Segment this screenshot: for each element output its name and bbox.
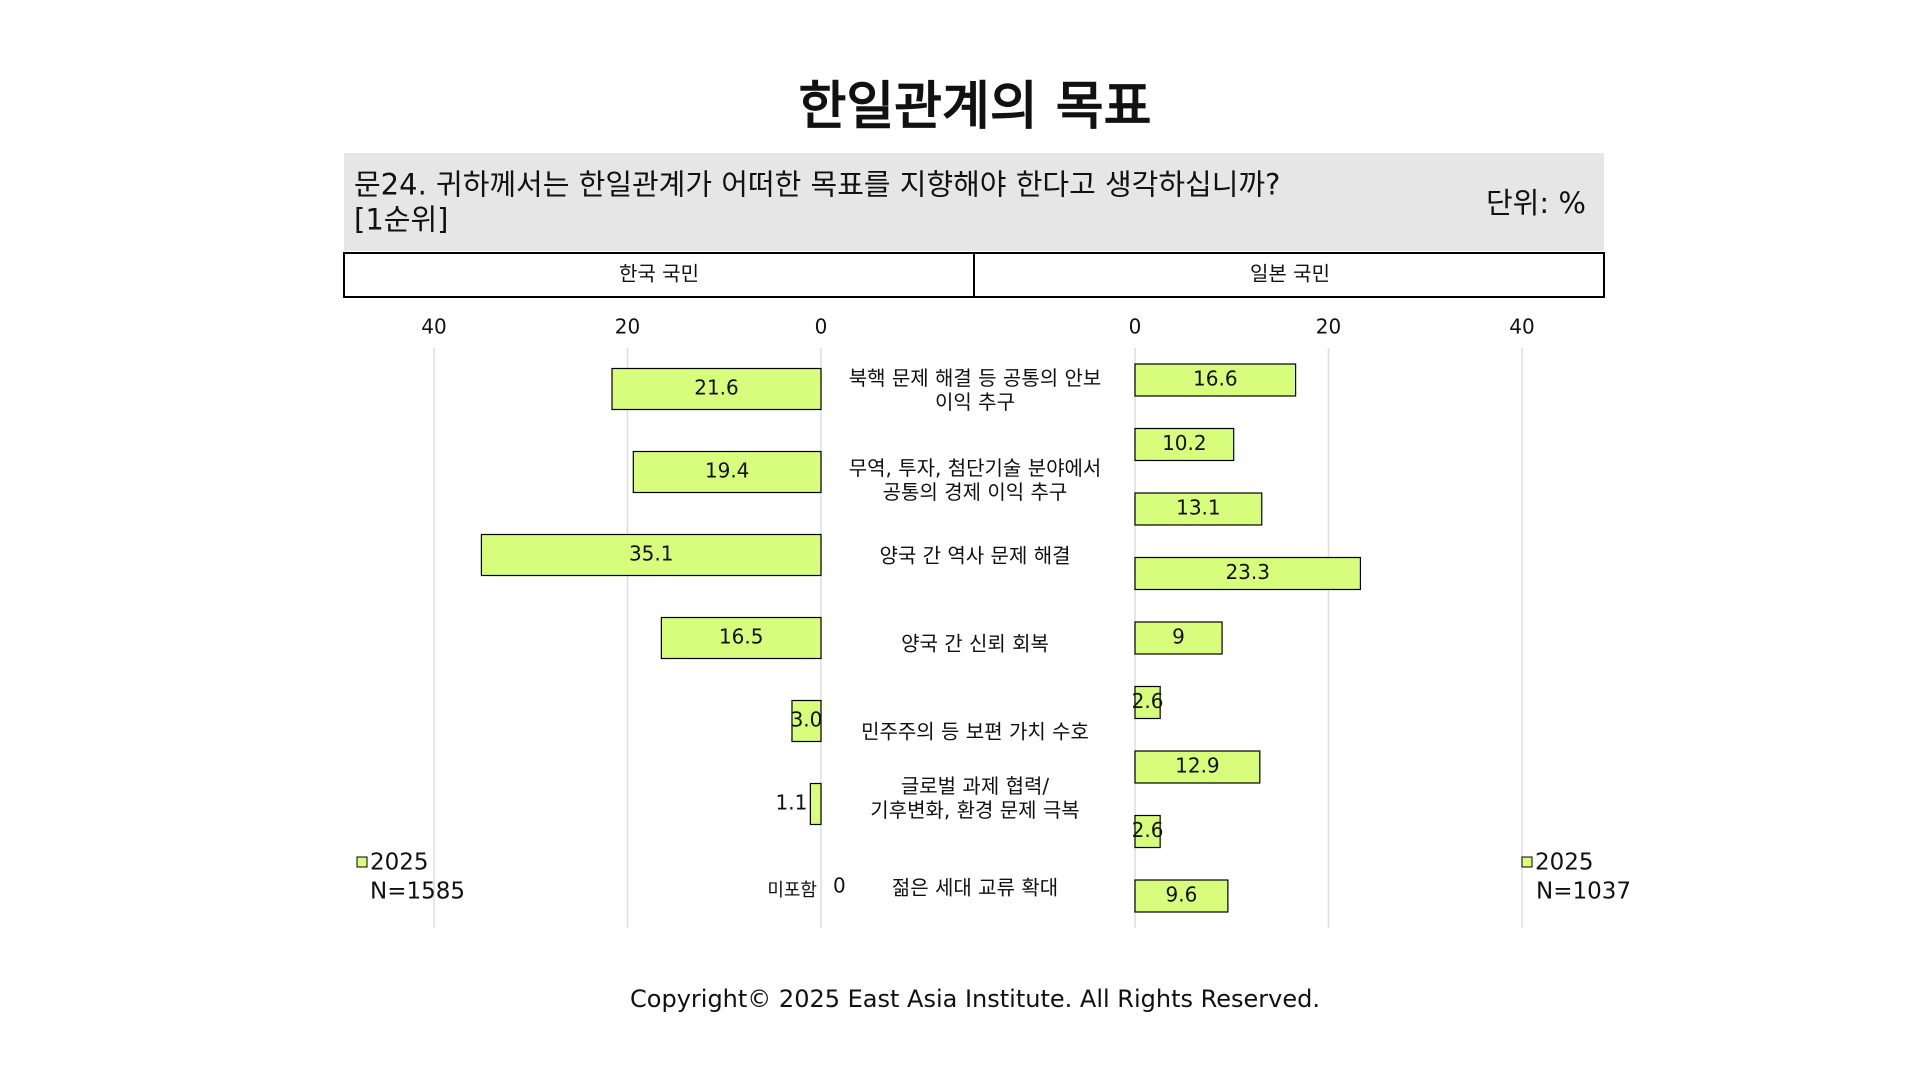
value-label: 12.9 bbox=[1175, 754, 1220, 778]
question-box bbox=[344, 153, 1604, 251]
category-label: 양국 간 신뢰 회복 bbox=[901, 632, 1049, 656]
category-label: 젊은 세대 교류 확대 bbox=[892, 876, 1058, 900]
bar bbox=[1134, 685, 1161, 720]
bar bbox=[809, 782, 822, 826]
bar bbox=[1134, 363, 1297, 397]
x-tick-label: 40 bbox=[421, 315, 446, 339]
unit: 단위: % bbox=[1486, 186, 1586, 220]
legend-label: 2025 bbox=[370, 850, 429, 876]
x-tick-label: 0 bbox=[815, 315, 828, 339]
value-label: 35.1 bbox=[629, 542, 674, 566]
x-tick-label: 40 bbox=[1509, 315, 1534, 339]
annotation: 미포함 bbox=[767, 880, 817, 901]
sample-size: N=1037 bbox=[1536, 879, 1631, 905]
value-label: 23.3 bbox=[1225, 560, 1270, 584]
panel-header: 한국 국민 bbox=[619, 262, 699, 286]
bar bbox=[1134, 492, 1263, 526]
category-label: 북핵 문제 해결 등 공통의 안보 이익 추구 bbox=[849, 366, 1102, 414]
bar bbox=[1134, 556, 1362, 591]
category-label: 민주주의 등 보편 가치 수호 bbox=[861, 720, 1089, 744]
value-label: 9 bbox=[1172, 625, 1185, 649]
bar bbox=[791, 699, 822, 743]
bar bbox=[480, 533, 822, 577]
sample-size: N=1585 bbox=[370, 879, 465, 905]
bar bbox=[1134, 879, 1229, 913]
x-tick-label: 0 bbox=[1129, 315, 1142, 339]
x-tick-label: 20 bbox=[1316, 315, 1341, 339]
value-label: 21.6 bbox=[694, 376, 739, 400]
value-label: 16.5 bbox=[719, 625, 764, 649]
legend-swatch bbox=[1521, 856, 1533, 868]
legend-swatch bbox=[356, 856, 368, 868]
category-label: 무역, 투자, 첨단기술 분야에서 공통의 경제 이익 추구 bbox=[849, 456, 1102, 504]
x-tick-label: 20 bbox=[615, 315, 640, 339]
chart-title: 한일관계의 목표 bbox=[799, 77, 1152, 137]
value-label: 1.1 bbox=[776, 791, 808, 815]
panel-header: 일본 국민 bbox=[1250, 262, 1330, 286]
bar bbox=[1134, 750, 1261, 784]
question: 문24. 귀하께서는 한일관계가 어떠한 목표를 지향해야 한다고 생각하십니까… bbox=[354, 168, 1280, 237]
bar bbox=[1134, 814, 1161, 849]
value-label: 13.1 bbox=[1176, 496, 1221, 520]
bar bbox=[1134, 427, 1235, 462]
value-label: 2.6 bbox=[1132, 818, 1164, 842]
value-label: 0 bbox=[833, 874, 846, 898]
bar bbox=[1134, 621, 1223, 655]
value-label: 16.6 bbox=[1193, 367, 1238, 391]
value-label: 2.6 bbox=[1132, 689, 1164, 713]
bar bbox=[660, 616, 822, 660]
bar bbox=[611, 367, 822, 411]
bar bbox=[632, 450, 822, 494]
value-label: 9.6 bbox=[1166, 883, 1198, 907]
legend-label: 2025 bbox=[1535, 850, 1594, 876]
value-label: 3.0 bbox=[791, 708, 823, 732]
footer: Copyright© 2025 East Asia Institute. All… bbox=[630, 985, 1320, 1013]
value-label: 10.2 bbox=[1162, 431, 1207, 455]
category-label: 글로벌 과제 협력/기후변화, 환경 문제 극복 bbox=[870, 774, 1079, 822]
value-label: 19.4 bbox=[705, 459, 750, 483]
category-label: 양국 간 역사 문제 해결 bbox=[879, 544, 1070, 568]
